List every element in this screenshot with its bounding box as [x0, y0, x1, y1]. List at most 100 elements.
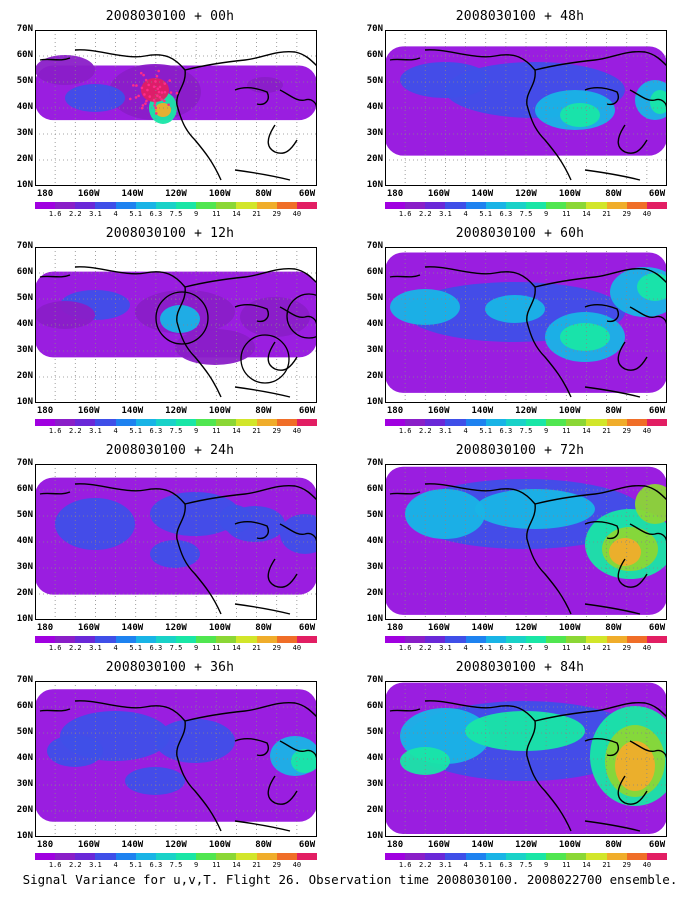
colorbar-label: 6.3: [149, 427, 163, 435]
colorbar-swatch: [296, 636, 317, 643]
lon-tick-label: 140W: [471, 623, 494, 633]
colorbar-swatch: [525, 853, 547, 860]
lon-tick-label: 100W: [558, 840, 581, 850]
variance-contour: [637, 273, 667, 301]
colorbar-swatch: [55, 636, 76, 643]
colorbar-label: 5.1: [129, 210, 143, 218]
colorbar-label: 11: [562, 427, 571, 435]
lat-tick-label: 20N: [16, 588, 33, 598]
colorbar-swatch: [196, 636, 217, 643]
observation-marker: [156, 94, 159, 97]
observation-marker: [128, 97, 132, 101]
observation-marker: [154, 80, 157, 83]
variance-contour: [650, 90, 667, 114]
colorbar-label: 29: [272, 427, 281, 435]
colorbar-swatch: [115, 636, 136, 643]
colorbar-swatch: [236, 419, 257, 426]
colorbar-swatch: [566, 636, 587, 643]
colorbar-swatch: [196, 853, 217, 860]
lat-tick-label: 20N: [366, 154, 383, 164]
lat-tick-label: 40N: [16, 753, 33, 763]
coastline: [389, 483, 667, 615]
colorbar-label: 1.6: [48, 861, 62, 869]
lat-tick-label: 40N: [366, 319, 383, 329]
colorbar-label: 2.2: [68, 644, 82, 652]
colorbar-swatch: [256, 419, 277, 426]
variance-contour: [150, 540, 200, 568]
colorbar-swatch: [546, 853, 567, 860]
colorbar-label: 2.2: [68, 427, 82, 435]
variance-contour: [35, 55, 95, 85]
colorbar-label: 2.2: [418, 210, 432, 218]
lon-tick-label: 80W: [605, 406, 622, 416]
lon-tick-label: 60W: [648, 623, 666, 633]
variance-contour: [155, 103, 171, 117]
colorbar-label: 7.5: [169, 427, 183, 435]
colorbar-label: 11: [562, 210, 571, 218]
colorbar-label: 6.3: [149, 210, 163, 218]
colorbar: [35, 853, 317, 860]
panel-title: 2008030100 + 12h: [105, 226, 235, 241]
colorbar-label: 21: [602, 210, 611, 218]
colorbar-label: 11: [562, 644, 571, 652]
variance-contour: [485, 295, 545, 323]
lat-tick-label: 40N: [366, 753, 383, 763]
colorbar-label: 40: [292, 427, 302, 435]
lon-tick-label: 120W: [165, 840, 187, 850]
lat-tick-label: 60N: [366, 50, 383, 60]
colorbar-swatch: [276, 853, 297, 860]
colorbar-label: 21: [252, 427, 261, 435]
colorbar-swatch: [135, 636, 156, 643]
lon-tick-label: 140W: [121, 406, 144, 416]
lat-tick-label: 60N: [366, 267, 383, 277]
colorbar-swatch: [115, 419, 136, 426]
colorbar-label: 4: [463, 644, 468, 652]
observation-marker: [157, 90, 161, 94]
colorbar-label: 40: [292, 861, 302, 869]
lon-tick-label: 180: [386, 840, 404, 850]
lat-tick-label: 10N: [366, 180, 383, 190]
observation-marker: [147, 83, 151, 87]
variance-contour: [560, 103, 600, 127]
colorbar-label: 7.5: [169, 210, 183, 218]
map-frame: [35, 30, 317, 186]
colorbar-label: 1.6: [398, 427, 412, 435]
colorbar-label: 4: [113, 644, 118, 652]
colorbar-label: 6.3: [499, 427, 513, 435]
map-plot: [35, 30, 317, 186]
lat-tick-label: 20N: [16, 154, 33, 164]
colorbar-label: 1.6: [48, 427, 62, 435]
lat-tick-label: 30N: [16, 128, 33, 138]
lat-tick-label: 30N: [366, 345, 383, 355]
lon-tick-label: 120W: [515, 840, 537, 850]
colorbar-label: 3.1: [439, 210, 452, 218]
coastline: [39, 266, 317, 398]
colorbar-label: 29: [272, 861, 281, 869]
colorbar-swatch: [256, 853, 277, 860]
colorbar-swatch: [646, 636, 667, 643]
colorbar-swatch: [505, 636, 526, 643]
lat-tick-label: 20N: [366, 805, 383, 815]
panel-title: 2008030100 + 00h: [105, 9, 235, 24]
coastline: [39, 483, 317, 615]
colorbar: [385, 636, 667, 643]
lon-tick-label: 180: [386, 623, 404, 633]
lat-tick-label: 50N: [366, 293, 383, 303]
colorbar-label: 11: [212, 644, 221, 652]
lon-tick-label: 80W: [255, 189, 272, 199]
observation-marker: [158, 85, 162, 89]
colorbar: [385, 853, 667, 860]
observation-marker: [144, 78, 148, 82]
map-plot: [385, 681, 667, 837]
coastline: [389, 700, 667, 832]
observation-marker: [152, 85, 156, 88]
variance-contour: [150, 492, 240, 536]
observation-marker: [134, 96, 138, 99]
colorbar-swatch: [35, 853, 56, 860]
observation-marker: [175, 91, 179, 95]
colorbar-label: 6.3: [149, 644, 163, 652]
variance-contour: [609, 538, 641, 566]
colorbar-swatch: [586, 636, 607, 643]
colorbar-swatch: [586, 202, 607, 209]
colorbar-swatch: [175, 419, 197, 426]
